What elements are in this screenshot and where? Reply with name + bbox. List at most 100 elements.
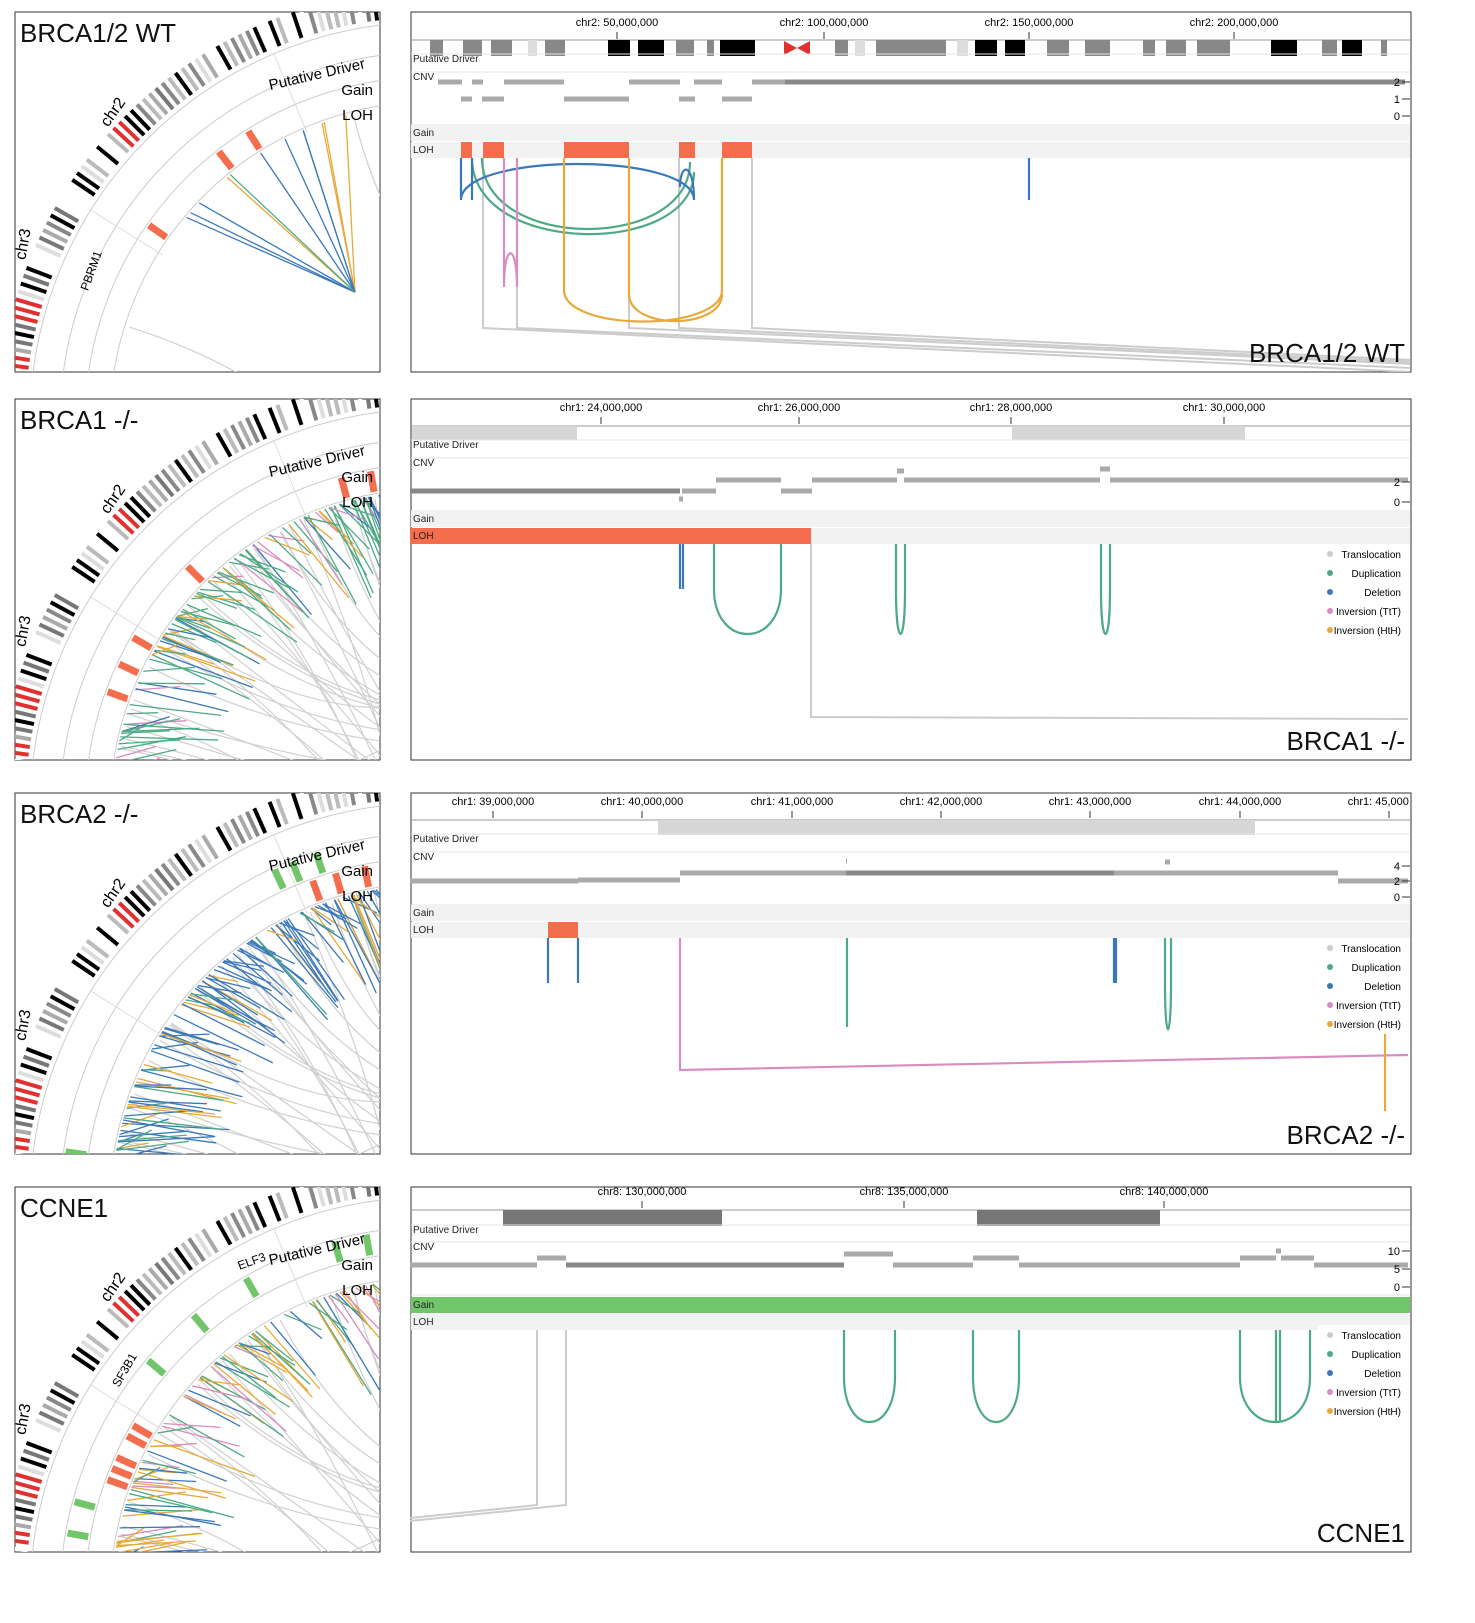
track-label: LOH [413, 145, 434, 156]
track-label: Putative Driver [413, 834, 479, 845]
sv-chord [385, 494, 401, 524]
cnv-segment [1281, 1256, 1314, 1261]
chromosome-band [407, 772, 408, 799]
legend-label: Inversion (HtH) [1334, 1407, 1401, 1418]
legend-marker [1327, 551, 1333, 557]
cnv-segment [1100, 467, 1110, 472]
cnv-segment [680, 871, 846, 876]
chromosome-band [0, 1556, 27, 1559]
chromosome-band [398, 0, 400, 18]
cnv-segment [1240, 1256, 1276, 1261]
legend-label: Inversion (TtT) [1336, 1388, 1401, 1399]
gain-segment [366, 1235, 370, 1256]
sv-chord [391, 1281, 409, 1351]
legend-label: Deletion [1364, 1369, 1401, 1380]
track-label: LOH [342, 494, 373, 511]
track-label: CNV [413, 72, 434, 83]
gain-row [411, 511, 1411, 527]
chromosome-band [382, 774, 385, 801]
chromosome-band [1, 372, 28, 375]
legend-label: Duplication [1352, 1350, 1401, 1361]
chromosome-band [398, 772, 400, 799]
chromosome-band [390, 0, 392, 19]
track-label: CNV [413, 458, 434, 469]
cnv-tick-label: 1 [1394, 94, 1400, 106]
track-label: Putative Driver [413, 440, 479, 451]
legend-label: Translocation [1341, 550, 1401, 561]
cnv-segment [472, 80, 483, 85]
legend-marker [1327, 1370, 1333, 1376]
legend-marker [1327, 627, 1333, 633]
gain-segment [398, 1230, 400, 1251]
axis-tick-label: chr1: 39,000,000 [452, 796, 535, 808]
axis-tick-label: chr1: 30,000,000 [1183, 402, 1266, 414]
sv-chord [113, 1560, 139, 1577]
cnv-segment [1276, 1249, 1281, 1254]
track-label: Putative Driver [413, 1225, 479, 1236]
legend-marker [1327, 1021, 1333, 1027]
chromosome-band [0, 389, 26, 391]
panel-label: BRCA2 -/- [1287, 1120, 1405, 1150]
cnv-segment [679, 497, 683, 502]
sv-chord [113, 787, 215, 788]
chromosome-band [0, 1170, 26, 1172]
chromosome-band [0, 1178, 26, 1180]
gain-row [411, 125, 1411, 141]
chromosome-band [382, 0, 385, 20]
cnv-tick-label: 0 [1394, 111, 1400, 123]
legend-marker [1327, 608, 1333, 614]
chromosome-band [0, 1580, 25, 1581]
legend-label: Deletion [1364, 588, 1401, 599]
axis-tick-label: chr1: 43,000,000 [1049, 796, 1132, 808]
ideogram-band [1012, 426, 1245, 440]
gain-row [411, 1297, 1411, 1313]
axis-tick-label: chr1: 45,000,000 [1348, 796, 1431, 808]
translocation-chord [115, 1589, 599, 1618]
cnv-tick-label: 2 [1394, 876, 1400, 888]
cnv-segment [504, 80, 564, 85]
loh-segment [679, 142, 695, 158]
sv-chord [113, 1172, 185, 1181]
legend-marker [1327, 1408, 1333, 1414]
chromosome-band [390, 773, 392, 800]
sv-chord [112, 778, 184, 794]
cnv-segment [461, 97, 472, 102]
linear-frame [411, 793, 1411, 1154]
legend-label: Translocation [1341, 944, 1401, 955]
panel-label: BRCA1/2 WT [20, 18, 176, 48]
axis-tick-label: chr8: 140,000,000 [1120, 1186, 1209, 1198]
legend-marker [1327, 983, 1333, 989]
axis-tick-label: chr1: 26,000,000 [758, 402, 841, 414]
axis-tick-label: chr8: 135,000,000 [860, 1186, 949, 1198]
loh-segment [388, 863, 391, 884]
chromosome-band [0, 776, 26, 778]
cnv-segment [904, 478, 1100, 483]
sv-chord [387, 494, 408, 541]
sv-chord [379, 495, 400, 551]
axis-tick-label: chr1: 42,000,000 [900, 796, 983, 808]
cnv-segment [564, 97, 629, 102]
cnv-segment [438, 80, 462, 85]
legend-label: Inversion (HtH) [1334, 1020, 1401, 1031]
sv-chord [392, 887, 410, 958]
cnv-segment [694, 80, 722, 85]
track-label: Gain [341, 469, 373, 486]
track-label: Gain [413, 514, 434, 525]
cnv-segment [752, 80, 785, 85]
sv-chord [113, 1156, 174, 1176]
panel-label: BRCA1 -/- [1287, 726, 1405, 756]
panel-label: BRCA1 -/- [20, 405, 138, 435]
ideogram-band [977, 1210, 1160, 1226]
track-label: LOH [342, 1282, 373, 1299]
chromosome-band [398, 378, 400, 405]
panel-label: BRCA2 -/- [20, 799, 138, 829]
track-label: Gain [413, 128, 434, 139]
chromosome-band [0, 1589, 25, 1590]
cnv-segment [897, 469, 904, 474]
track-label: Gain [413, 1300, 434, 1311]
ideogram-band [503, 1210, 722, 1226]
legend-label: Inversion (TtT) [1336, 607, 1401, 618]
gain-row [411, 905, 1411, 921]
cnv-segment [893, 1263, 973, 1268]
